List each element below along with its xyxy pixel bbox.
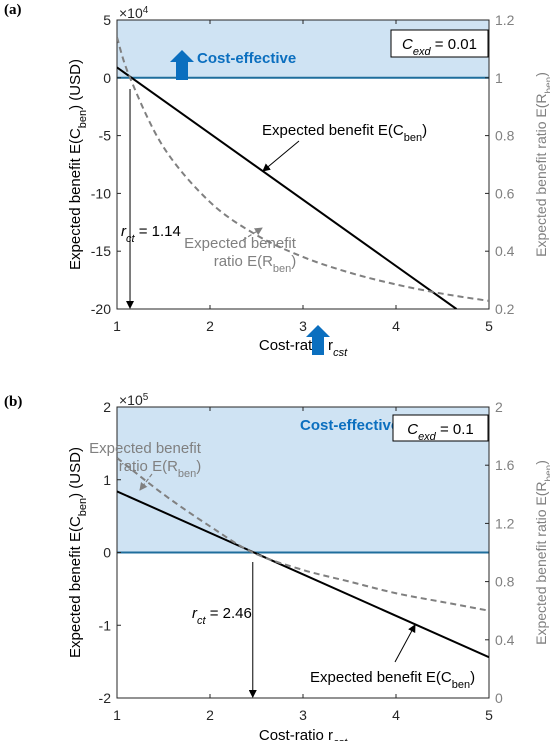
y2-tick-label: 0.8 — [495, 574, 515, 590]
y-tick-label: -20 — [91, 301, 111, 317]
y2-tick-label: 0.4 — [495, 243, 515, 259]
cexd-label: Cexd = 0.1 — [407, 421, 474, 443]
y-tick-label: 2 — [103, 399, 111, 415]
ratio-annotation-arrow — [242, 227, 263, 241]
x-tick-label: 1 — [113, 318, 121, 334]
y-axis-label: Expected benefit E(Cben) (USD) — [67, 59, 89, 270]
y2-axis-label: Expected benefit ratio E(Rben) — [533, 72, 550, 257]
y-tick-label: 0 — [103, 70, 111, 86]
ratio-annotation-arrow — [139, 473, 153, 491]
benefit-annotation-arrow — [394, 624, 416, 663]
y2-tick-label: 1.2 — [495, 12, 515, 28]
y-axis-exponent: ×104 — [119, 5, 149, 22]
y-tick-label: -10 — [91, 185, 111, 201]
y2-tick-label: 1.2 — [495, 515, 515, 531]
y2-tick-label: 0 — [495, 690, 503, 706]
benefit-annotation: Expected benefit E(Cben) — [310, 669, 475, 691]
panel-label: (b) — [4, 394, 22, 410]
cost-effective-arrow-icon — [306, 325, 330, 355]
y-tick-label: -5 — [99, 128, 112, 144]
cost-effective-arrow-icon — [170, 50, 194, 80]
series-line-benefit-ratio — [117, 457, 489, 612]
y2-tick-label: 0.4 — [495, 632, 515, 648]
cost-effective-label: Cost-effective — [300, 417, 399, 434]
y2-tick-label: 0.8 — [495, 128, 515, 144]
y2-axis-label: Expected benefit ratio E(Rben) — [533, 460, 550, 645]
y-tick-label: -15 — [91, 243, 111, 259]
ratio-annotation-line2: ratio E(Rben) — [214, 253, 297, 275]
chart-panel-a: 1 2 3 4 5 Cost-ratio rcst 5 0 -5 -10 -15 -20 ×104 1.2… — [4, 2, 550, 359]
cexd-box — [392, 414, 489, 442]
y2-tick-label: 1.6 — [495, 457, 515, 473]
x-tick-label: 5 — [485, 318, 493, 334]
x-axis-label: Cost-ratio rcst — [259, 337, 348, 359]
cexd-box — [390, 29, 489, 58]
y2-tick-label: 0.2 — [495, 301, 515, 317]
y-tick-label: 0 — [103, 545, 111, 561]
ratio-annotation-line1: Expected benefit — [89, 440, 202, 457]
chart-panel-b: 1 2 3 4 5 Cost-ratio rcst 2 1 0 -1 -2 ×105 2 1.6 1.2 0.… — [4, 325, 550, 741]
cexd-label: Cexd = 0.01 — [402, 36, 477, 58]
y-axis-exponent: ×105 — [119, 392, 149, 409]
ratio-annotation-line2: ratio E(Rben) — [119, 458, 202, 480]
threshold-label: rct = 2.46 — [192, 605, 252, 627]
y-tick-label: 5 — [103, 12, 111, 28]
x-tick-label: 3 — [299, 318, 307, 334]
cost-effective-label: Cost-effective — [197, 50, 296, 67]
x-tick-label: 2 — [206, 707, 214, 723]
y2-tick-label: 0.6 — [495, 185, 515, 201]
benefit-annotation: Expected benefit E(Cben) — [262, 122, 427, 144]
y-axis-label: Expected benefit E(Cben) (USD) — [67, 447, 89, 658]
threshold-label: rct = 1.14 — [121, 223, 181, 245]
x-tick-label: 5 — [485, 707, 493, 723]
x-tick-label: 1 — [113, 707, 121, 723]
x-tick-label: 4 — [392, 707, 400, 723]
y-tick-label: 1 — [103, 472, 111, 488]
y2-tick-label: 1 — [495, 70, 503, 86]
x-axis-label: Cost-ratio rcst — [259, 727, 348, 741]
y-tick-label: -1 — [99, 617, 112, 633]
x-tick-label: 3 — [299, 707, 307, 723]
x-tick-label: 4 — [392, 318, 400, 334]
benefit-annotation-arrow — [262, 140, 300, 172]
y-tick-label: -2 — [99, 690, 112, 706]
ratio-annotation-line1: Expected benefit — [184, 235, 297, 252]
x-tick-label: 2 — [206, 318, 214, 334]
y2-tick-label: 2 — [495, 399, 503, 415]
series-line-expected-benefit — [117, 490, 489, 659]
series-line-expected-benefit — [117, 66, 458, 309]
panel-label: (a) — [4, 2, 22, 18]
